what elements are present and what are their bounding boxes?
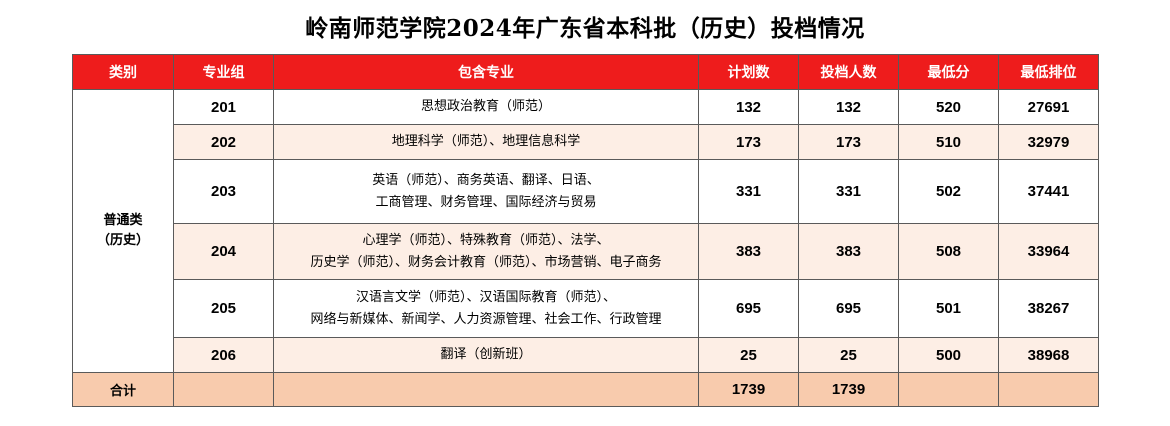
majors-line: 翻译（创新班） bbox=[440, 347, 532, 362]
header-min-rank: 最低排位 bbox=[998, 54, 1099, 90]
majors-line: 工商管理、财务管理、国际经济与贸易 bbox=[375, 194, 597, 210]
group-code: 206 bbox=[173, 337, 274, 373]
total-majors-empty bbox=[273, 372, 699, 407]
header-majors: 包含专业 bbox=[273, 54, 699, 90]
admitted-count: 25 bbox=[798, 337, 899, 373]
category-label: 普通类 bbox=[103, 213, 143, 228]
total-group-empty bbox=[173, 372, 274, 407]
plan-count: 331 bbox=[698, 159, 799, 224]
table-row: 205 汉语言文学（师范）、汉语国际教育（师范）、 网络与新媒体、新闻学、人力资… bbox=[73, 279, 1099, 338]
majors-line: 汉语言文学（师范）、汉语国际教育（师范）、 bbox=[355, 289, 616, 305]
min-score: 500 bbox=[898, 337, 999, 373]
majors-cell: 汉语言文学（师范）、汉语国际教育（师范）、 网络与新媒体、新闻学、人力资源管理、… bbox=[273, 279, 699, 338]
min-rank: 38267 bbox=[998, 279, 1099, 338]
group-code: 204 bbox=[173, 223, 274, 280]
total-min-rank-empty bbox=[998, 372, 1099, 407]
plan-count: 25 bbox=[698, 337, 799, 373]
majors-cell: 英语（师范）、商务英语、翻译、日语、 工商管理、财务管理、国际经济与贸易 bbox=[273, 159, 699, 224]
total-plan: 1739 bbox=[698, 372, 799, 407]
plan-count: 383 bbox=[698, 223, 799, 280]
admission-table: 类别 专业组 包含专业 计划数 投档人数 最低分 最低排位 普通类 （历史） 2… bbox=[72, 54, 1099, 407]
table-row: 203 英语（师范）、商务英语、翻译、日语、 工商管理、财务管理、国际经济与贸易… bbox=[73, 159, 1099, 224]
admitted-count: 173 bbox=[798, 124, 899, 160]
majors-line: 地理科学（师范）、地理信息科学 bbox=[391, 134, 581, 149]
majors-cell: 翻译（创新班） bbox=[273, 337, 699, 373]
majors-line: 英语（师范）、商务英语、翻译、日语、 bbox=[372, 172, 600, 188]
majors-line: 思想政治教育（师范） bbox=[420, 99, 551, 114]
total-row: 合计 1739 1739 bbox=[72, 372, 1099, 407]
min-rank: 33964 bbox=[998, 223, 1099, 280]
header-admitted: 投档人数 bbox=[798, 54, 899, 90]
header-group: 专业组 bbox=[173, 54, 274, 90]
majors-line: 心理学（师范）、特殊教育（师范）、法学、 bbox=[362, 232, 610, 248]
table-row: 206 翻译（创新班） 25 25 500 38968 bbox=[73, 337, 1099, 373]
table-row: 202 地理科学（师范）、地理信息科学 173 173 510 32979 bbox=[73, 124, 1099, 160]
plan-count: 173 bbox=[698, 124, 799, 160]
min-score: 501 bbox=[898, 279, 999, 338]
admitted-count: 695 bbox=[798, 279, 899, 338]
min-rank: 27691 bbox=[998, 89, 1099, 125]
min-score: 520 bbox=[898, 89, 999, 125]
group-code: 202 bbox=[173, 124, 274, 160]
total-admitted: 1739 bbox=[798, 372, 899, 407]
plan-count: 132 bbox=[698, 89, 799, 125]
header-plan: 计划数 bbox=[698, 54, 799, 90]
total-label: 合计 bbox=[72, 372, 174, 407]
table-header-row: 类别 专业组 包含专业 计划数 投档人数 最低分 最低排位 bbox=[72, 54, 1099, 90]
group-code: 205 bbox=[173, 279, 274, 338]
min-score: 510 bbox=[898, 124, 999, 160]
admitted-count: 383 bbox=[798, 223, 899, 280]
plan-count: 695 bbox=[698, 279, 799, 338]
majors-line: 网络与新媒体、新闻学、人力资源管理、社会工作、行政管理 bbox=[310, 311, 662, 327]
majors-cell: 心理学（师范）、特殊教育（师范）、法学、 历史学（师范）、财务会计教育（师范）、… bbox=[273, 223, 699, 280]
majors-cell: 地理科学（师范）、地理信息科学 bbox=[273, 124, 699, 160]
category-sublabel: （历史） bbox=[96, 233, 149, 248]
total-min-score-empty bbox=[898, 372, 999, 407]
majors-cell: 思想政治教育（师范） bbox=[273, 89, 699, 125]
min-rank: 37441 bbox=[998, 159, 1099, 224]
table-row: 204 心理学（师范）、特殊教育（师范）、法学、 历史学（师范）、财务会计教育（… bbox=[73, 223, 1099, 280]
category-cell: 普通类 （历史） bbox=[72, 89, 174, 373]
table-row: 普通类 （历史） 201 思想政治教育（师范） 132 132 520 2769… bbox=[72, 89, 1099, 373]
majors-line: 历史学（师范）、财务会计教育（师范）、市场营销、电子商务 bbox=[310, 254, 662, 270]
group-code: 203 bbox=[173, 159, 274, 224]
min-rank: 38968 bbox=[998, 337, 1099, 373]
min-score: 508 bbox=[898, 223, 999, 280]
header-category: 类别 bbox=[72, 54, 174, 90]
group-code: 201 bbox=[173, 89, 274, 125]
min-score: 502 bbox=[898, 159, 999, 224]
header-min-score: 最低分 bbox=[898, 54, 999, 90]
min-rank: 32979 bbox=[998, 124, 1099, 160]
admitted-count: 132 bbox=[798, 89, 899, 125]
page-title: 岭南师范学院2024年广东省本科批（历史）投档情况 bbox=[305, 15, 865, 42]
admitted-count: 331 bbox=[798, 159, 899, 224]
